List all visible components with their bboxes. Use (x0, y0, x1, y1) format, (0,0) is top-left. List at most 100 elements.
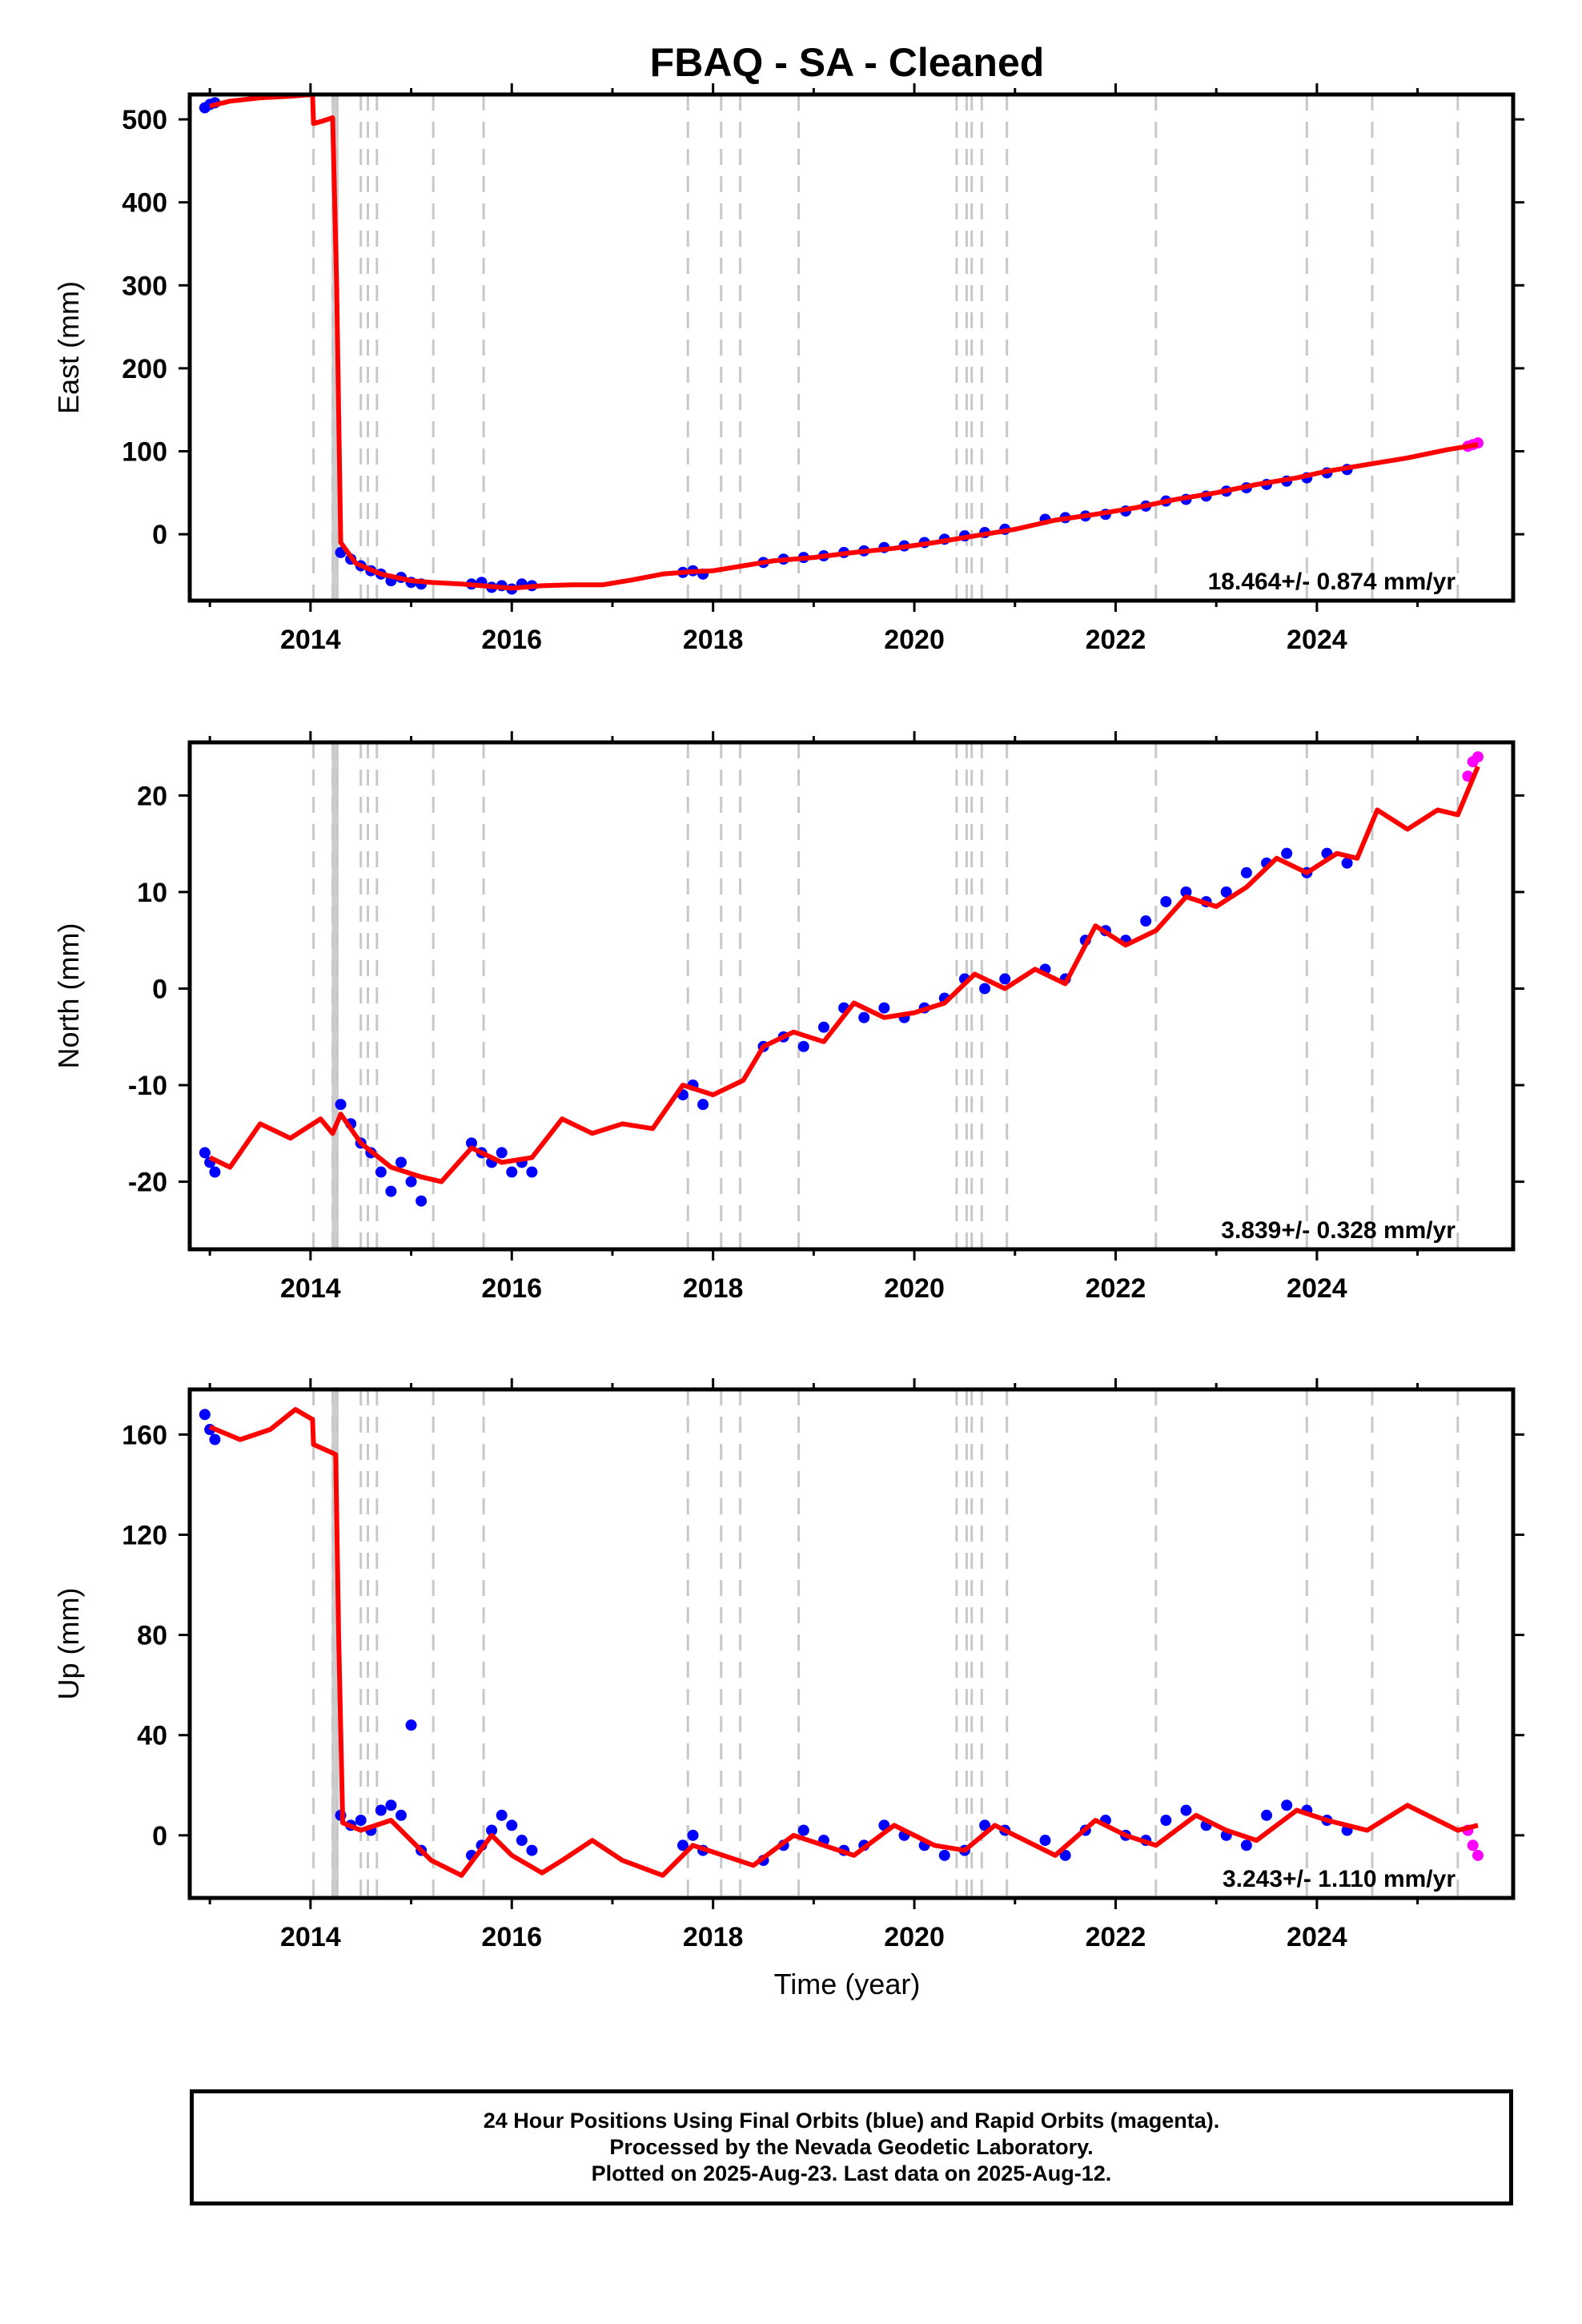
final-orbit-point (979, 1819, 991, 1831)
final-orbit-point (486, 1824, 498, 1836)
x-tick-label: 2016 (481, 1273, 542, 1304)
final-orbit-point (405, 1719, 417, 1731)
y-tick-label: 200 (122, 354, 167, 384)
final-orbit-point (938, 1849, 950, 1861)
footer-line-2: Processed by the Nevada Geodetic Laborat… (609, 2135, 1094, 2159)
event-band (331, 94, 339, 601)
velocity-label: 18.464+/- 0.874 mm/yr (1208, 569, 1456, 595)
final-orbit-point (1341, 857, 1353, 869)
y-tick-label: 120 (122, 1520, 167, 1550)
final-orbit-point (797, 1824, 809, 1836)
final-orbit-point (335, 1099, 347, 1111)
final-orbit-point (1180, 886, 1192, 898)
final-orbit-point (385, 1185, 397, 1197)
y-tick-label: 300 (122, 271, 167, 301)
final-orbit-point (687, 1829, 699, 1841)
x-tick-label: 2014 (280, 1273, 341, 1304)
model-curve (208, 1407, 1479, 1878)
x-tick-label: 2020 (884, 1273, 945, 1304)
event-lines (312, 94, 1460, 601)
final-orbit-point (526, 1844, 538, 1856)
y-tick-label: 100 (122, 437, 167, 468)
final-orbit-point (209, 1166, 221, 1178)
final-orbit-point (496, 1147, 508, 1159)
final-orbit-point (999, 973, 1011, 985)
final-orbit-point (526, 1166, 538, 1178)
x-tick-label: 2024 (1287, 1922, 1347, 1952)
model-curve (208, 765, 1480, 1184)
event-band (331, 1389, 339, 1898)
y-axis-label: East (mm) (52, 281, 85, 414)
y-tick-label: -20 (128, 1168, 167, 1198)
y-tick-label: 40 (137, 1721, 167, 1751)
x-tick-label: 2022 (1086, 1273, 1146, 1304)
x-tick-label: 2016 (481, 625, 542, 655)
y-tick-label: 0 (152, 1821, 167, 1852)
y-axis-label: North (mm) (52, 923, 85, 1069)
footer-line-3: Plotted on 2025-Aug-23. Last data on 202… (591, 2161, 1112, 2185)
final-orbit-point (1240, 866, 1252, 879)
y-tick-label: 0 (152, 520, 167, 550)
x-tick-label: 2018 (683, 1273, 744, 1304)
y-tick-label: 160 (122, 1420, 167, 1450)
final-orbit-point (1160, 895, 1172, 907)
x-tick-label: 2014 (280, 625, 341, 655)
footer-line-1: 24 Hour Positions Using Final Orbits (bl… (483, 2109, 1220, 2133)
final-orbit-point (979, 983, 991, 995)
final-orbit-point (199, 1147, 211, 1159)
final-orbit-point (1220, 886, 1232, 898)
final-orbit-point (1281, 847, 1293, 859)
velocity-label: 3.243+/- 1.110 mm/yr (1223, 1866, 1456, 1892)
x-tick-label: 2014 (280, 1922, 341, 1952)
y-tick-label: 400 (122, 188, 167, 219)
final-orbit-point (506, 1819, 518, 1831)
final-orbit-point (516, 1835, 528, 1847)
final-orbit-point (1059, 1849, 1071, 1861)
x-tick-label: 2024 (1287, 1273, 1347, 1304)
y-tick-label: 10 (137, 878, 167, 908)
final-orbit-point (1140, 915, 1152, 927)
final-orbit-point (416, 1195, 428, 1207)
x-tick-label: 2022 (1086, 1922, 1146, 1952)
footer-box: 24 Hour Positions Using Final Orbits (bl… (190, 2089, 1513, 2205)
data-points (199, 1409, 1484, 1867)
final-orbit-point (1180, 1804, 1192, 1816)
final-orbit-point (1160, 1815, 1172, 1827)
final-orbit-point (797, 1040, 809, 1052)
y-tick-label: 20 (137, 781, 167, 811)
rapid-orbit-point (1472, 1849, 1484, 1861)
final-orbit-point (199, 1409, 211, 1421)
final-orbit-point (506, 1166, 518, 1178)
final-orbit-point (395, 1809, 407, 1821)
x-tick-label: 2020 (884, 625, 945, 655)
y-tick-label: 0 (152, 974, 167, 1004)
final-orbit-point (1039, 1835, 1051, 1847)
x-tick-label: 2018 (683, 625, 744, 655)
x-tick-label: 2020 (884, 1922, 945, 1952)
chart-title: FBAQ - SA - Cleaned (650, 40, 1045, 85)
model-curve (209, 94, 1479, 591)
data-points (199, 97, 1484, 595)
final-orbit-point (1281, 1799, 1293, 1811)
final-orbit-point (1240, 1839, 1252, 1852)
x-tick-label: 2024 (1287, 625, 1347, 655)
rapid-orbit-point (1472, 751, 1484, 763)
final-orbit-point (858, 1011, 870, 1023)
north-panel: 2014 2016 2018 2020 2022 2024 -20 -10 0 10 20 North… (52, 731, 1524, 1304)
final-orbit-point (1261, 1809, 1273, 1821)
final-orbit-point (395, 1156, 407, 1168)
up-panel: 2014 2016 2018 2020 2022 2024 0 40 80 120 160 Up (m… (52, 1378, 1524, 1952)
final-orbit-point (878, 1002, 890, 1014)
final-orbit-point (385, 1799, 397, 1811)
event-lines (312, 742, 1460, 1249)
east-panel: 2014 2016 2018 2020 2022 2024 0 100 200 300 400 500… (52, 83, 1524, 655)
x-tick-label: 2022 (1086, 625, 1146, 655)
final-orbit-point (465, 1137, 477, 1149)
final-orbit-point (355, 1815, 367, 1827)
final-orbit-point (697, 1099, 709, 1111)
rapid-orbit-point (1467, 1839, 1479, 1852)
y-tick-label: 500 (122, 105, 167, 135)
y-tick-label: -10 (128, 1071, 167, 1101)
x-tick-label: 2016 (481, 1922, 542, 1952)
